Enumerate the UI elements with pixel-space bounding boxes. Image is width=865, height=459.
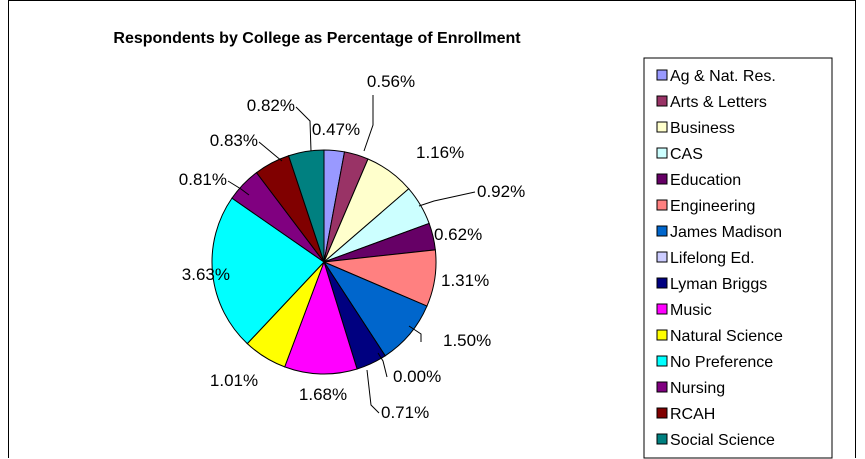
leader-line-13 <box>227 180 250 196</box>
data-label-12: 3.63% <box>182 265 230 284</box>
data-label-9: 0.71% <box>381 403 429 422</box>
legend-label-11: Natural Science <box>670 328 783 345</box>
pie-slice-12 <box>211 197 325 345</box>
legend-swatch-8 <box>656 251 668 263</box>
legend-label-4: CAS <box>670 146 703 163</box>
data-label-1: 0.47% <box>312 120 360 139</box>
data-label-14: 0.83% <box>210 131 258 150</box>
legend-box <box>643 57 833 459</box>
leader-lines <box>227 95 476 414</box>
legend-swatch-7 <box>656 225 668 237</box>
legend-label-2: Arts & Letters <box>670 94 767 111</box>
data-label-5: 0.62% <box>434 225 482 244</box>
legend-swatch-10 <box>656 303 668 315</box>
legend-label-6: Engineering <box>670 198 755 215</box>
leader-line-15 <box>295 106 312 152</box>
data-label-11: 1.01% <box>210 371 258 390</box>
leader-line-14 <box>258 141 283 162</box>
leader-line-9 <box>366 369 380 414</box>
data-label-8: 0.00% <box>393 367 441 386</box>
legend-label-8: Lifelong Ed. <box>670 250 755 267</box>
leader-line-8 <box>377 352 388 378</box>
pie-slices <box>211 149 437 375</box>
legend-label-13: Nursing <box>670 380 725 397</box>
pie-slice-15 <box>287 149 325 263</box>
legend-label-10: Music <box>670 302 712 319</box>
chart-frame: Respondents by College as Percentage of … <box>8 0 856 459</box>
data-label-2: 0.56% <box>367 72 415 91</box>
legend-label-9: Lyman Briggs <box>670 276 767 293</box>
pie-chart: Respondents by College as Percentage of … <box>113 30 833 459</box>
legend-label-3: Business <box>670 120 735 137</box>
data-labels: 0.47% 0.56% 1.16% 0.92% 0.62% 1.31% 1.50%0.00%… <box>179 72 525 422</box>
legend-label-5: Education <box>670 172 741 189</box>
legend-label-15: Social Science <box>670 432 775 449</box>
legend-swatch-12 <box>656 355 668 367</box>
legend-swatch-15 <box>656 433 668 445</box>
legend-swatch-5 <box>656 173 668 185</box>
leader-line-4 <box>418 191 476 207</box>
data-label-3: 1.16% <box>416 143 464 162</box>
leader-line-2 <box>363 95 374 152</box>
legend-swatch-6 <box>656 199 668 211</box>
data-label-4: 0.92% <box>477 182 525 201</box>
data-label-7: 1.50% <box>443 331 491 350</box>
leader-line-7 <box>408 325 422 342</box>
legend-swatch-2 <box>656 95 668 107</box>
legend-swatch-11 <box>656 329 668 341</box>
legend-swatch-4 <box>656 147 668 159</box>
legend-swatch-1 <box>656 69 668 81</box>
data-label-6: 1.31% <box>441 271 489 290</box>
legend-swatch-13 <box>656 381 668 393</box>
legend-swatch-9 <box>656 277 668 289</box>
data-label-13: 0.81% <box>179 170 227 189</box>
legend-label-7: James Madison <box>670 224 782 241</box>
legend-label-12: No Preference <box>670 354 773 371</box>
chart-title: Respondents by College as Percentage of … <box>113 30 521 47</box>
legend-swatch-3 <box>656 121 668 133</box>
legend-swatch-14 <box>656 407 668 419</box>
data-label-15: 0.82% <box>247 96 295 115</box>
legend-label-14: RCAH <box>670 406 715 423</box>
data-label-10: 1.68% <box>299 385 347 404</box>
legend: Ag & Nat. Res. Arts & Letters Business CAS E… <box>643 57 833 459</box>
pie-slice-10 <box>284 260 358 375</box>
legend-label-1: Ag & Nat. Res. <box>670 68 776 85</box>
